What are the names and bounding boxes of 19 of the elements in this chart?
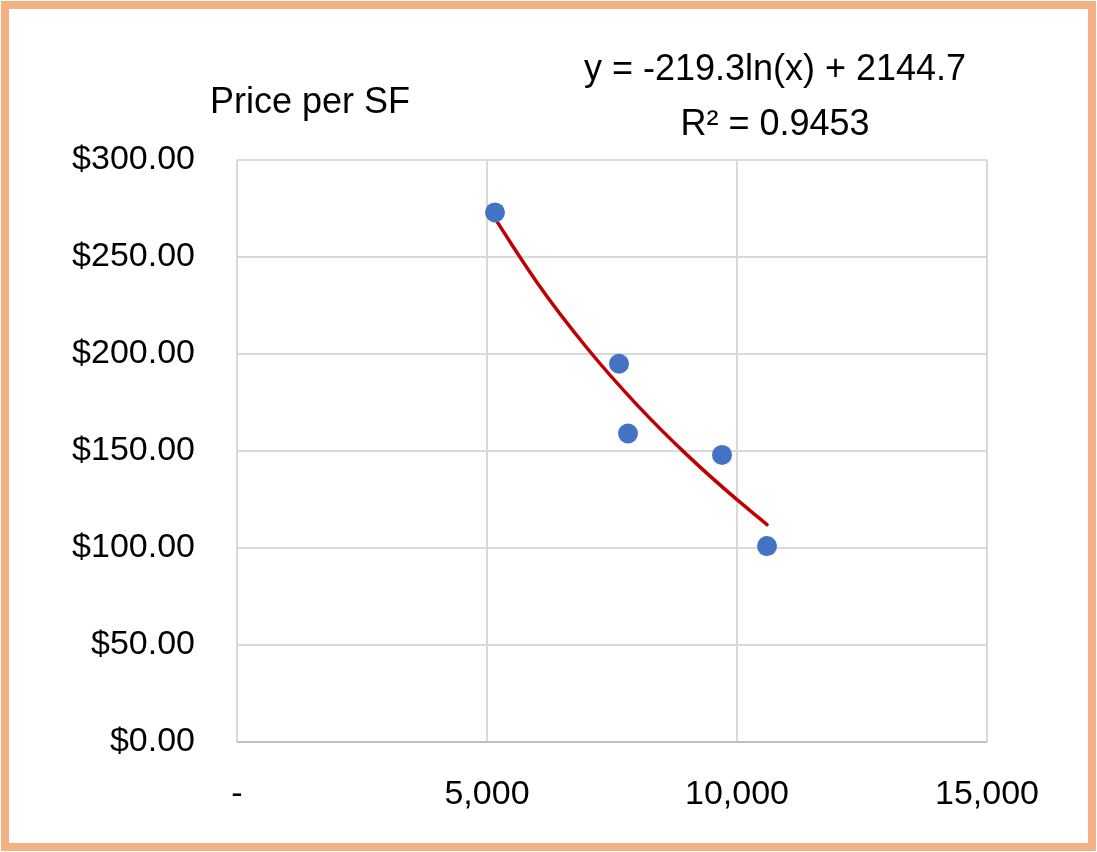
y-tick-label: $0.00 — [109, 719, 195, 758]
point — [485, 202, 505, 223]
y-tick-label: $300.00 — [72, 137, 195, 176]
y-tick-label: $50.00 — [91, 622, 195, 661]
y-tick-label: $100.00 — [72, 525, 195, 564]
x-tick-label: - — [231, 773, 243, 811]
point — [757, 536, 777, 557]
y-tick-label: $200.00 — [72, 331, 195, 370]
x-tick-label: 15,000 — [935, 773, 1039, 811]
x-tick-label: 10,000 — [685, 773, 789, 811]
point — [712, 444, 732, 465]
y-tick-label: $250.00 — [72, 234, 195, 273]
chart-title: Price per SF — [209, 80, 411, 121]
point — [618, 423, 638, 444]
text: R² = 0.9453 — [680, 102, 870, 143]
point — [609, 353, 629, 374]
x-tick-label: 5,000 — [444, 773, 530, 811]
text: y = -219.3ln(x) + 2144.7 — [583, 47, 967, 88]
y-tick-label: $150.00 — [72, 428, 195, 467]
